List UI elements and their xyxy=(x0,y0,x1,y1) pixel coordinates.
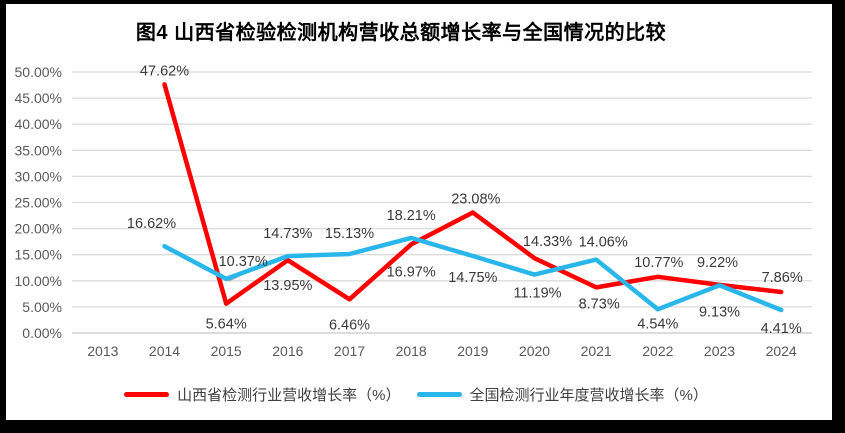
y-axis-tick-label: 5.00% xyxy=(22,299,62,315)
x-axis-tick-label: 2013 xyxy=(87,343,118,359)
data-label: 5.64% xyxy=(206,317,247,333)
data-label: 10.37% xyxy=(219,254,268,270)
legend: 山西省检测行业营收增长率（%） 全国检测行业年度营收增长率（%） xyxy=(6,384,826,404)
x-axis-tick-label: 2022 xyxy=(642,343,673,359)
x-axis-tick-label: 2019 xyxy=(457,343,488,359)
y-axis-tick-label: 30.00% xyxy=(15,168,62,184)
data-label: 14.73% xyxy=(263,226,312,242)
data-label: 7.86% xyxy=(762,270,803,286)
data-label: 13.95% xyxy=(263,278,312,294)
legend-item-national: 全国检测行业年度营收增长率（%） xyxy=(416,384,708,405)
data-label: 10.77% xyxy=(634,255,683,271)
x-axis-tick-label: 2023 xyxy=(704,343,735,359)
data-label: 6.46% xyxy=(329,317,370,333)
legend-label-national: 全国检测行业年度营收增长率（%） xyxy=(469,386,708,404)
series-line-national xyxy=(162,235,784,313)
legend-label-shanxi: 山西省检测行业营收增长率（%） xyxy=(177,386,401,404)
x-axis-tick-label: 2015 xyxy=(211,343,242,359)
y-axis-tick-label: 35.00% xyxy=(15,142,62,158)
red-line-swatch-icon xyxy=(124,391,170,397)
data-label: 4.54% xyxy=(637,316,678,332)
y-axis-tick-label: 15.00% xyxy=(15,247,62,263)
x-axis-tick-label: 2020 xyxy=(519,343,550,359)
legend-item-shanxi: 山西省检测行业营收增长率（%） xyxy=(124,384,401,405)
y-axis-tick-label: 45.00% xyxy=(15,90,62,106)
y-axis-tick-label: 50.00% xyxy=(15,64,62,80)
data-label: 4.41% xyxy=(761,321,802,337)
series-line-shanxi xyxy=(162,82,784,306)
y-axis-tick-label: 10.00% xyxy=(15,273,62,289)
chart-background xyxy=(6,4,832,420)
x-axis-tick-label: 2021 xyxy=(581,343,612,359)
x-axis-tick-label: 2014 xyxy=(149,343,180,359)
data-label: 8.73% xyxy=(579,296,620,312)
data-label: 23.08% xyxy=(451,192,500,208)
y-axis-tick-label: 25.00% xyxy=(15,195,62,211)
data-label: 9.22% xyxy=(697,255,738,271)
y-axis-tick-label: 20.00% xyxy=(15,221,62,237)
data-label: 9.13% xyxy=(699,304,740,320)
y-axis-tick-label: 40.00% xyxy=(15,116,62,132)
data-label: 18.21% xyxy=(387,208,436,224)
data-label: 16.97% xyxy=(387,264,436,280)
blue-line-swatch-icon xyxy=(416,391,462,397)
data-label: 11.19% xyxy=(513,286,561,302)
x-axis-tick-label: 2016 xyxy=(272,343,303,359)
data-label: 47.62% xyxy=(140,63,189,79)
y-axis-tick-label: 0.00% xyxy=(22,325,62,341)
data-label: 16.62% xyxy=(127,216,176,232)
x-axis-tick-label: 2024 xyxy=(766,343,797,359)
data-label: 14.33% xyxy=(523,234,572,250)
data-label: 14.75% xyxy=(448,270,497,286)
chart-title: 图4 山西省检验检测机构营收总额增长率与全国情况的比较 xyxy=(135,22,667,44)
data-label: 15.13% xyxy=(325,226,374,242)
x-axis-tick-label: 2018 xyxy=(396,343,427,359)
data-label: 14.06% xyxy=(579,235,628,251)
x-axis-tick-label: 2017 xyxy=(334,343,365,359)
